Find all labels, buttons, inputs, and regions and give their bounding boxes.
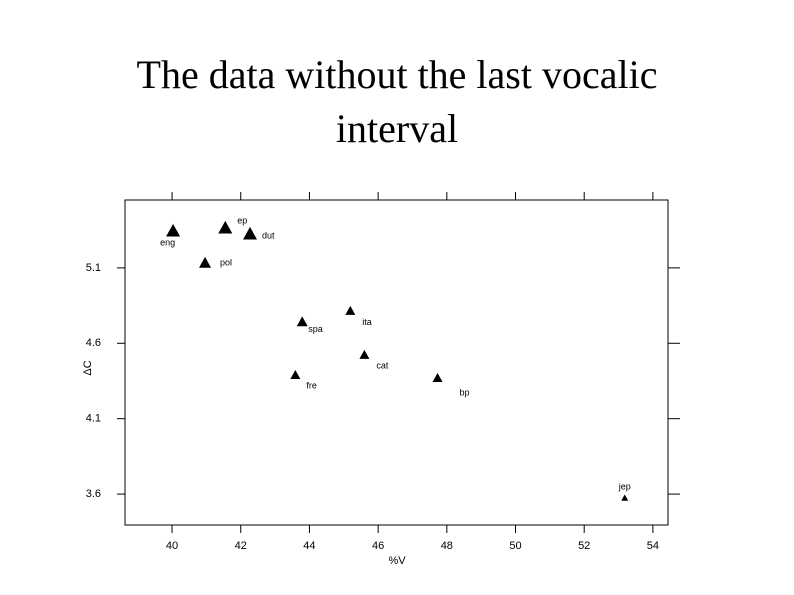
point-label: bp (460, 387, 470, 397)
point (621, 494, 629, 501)
x-tick-label: 48 (441, 540, 453, 552)
x-tick-label: 46 (372, 540, 384, 552)
x-axis-label: %V (388, 555, 406, 567)
x-tick-label: 42 (235, 540, 247, 552)
x-tick-label: 50 (509, 540, 521, 552)
y-axis-label: ΔC (82, 360, 94, 375)
y-tick-label: 5.1 (86, 262, 101, 274)
point (432, 372, 443, 382)
point-label: spa (308, 324, 323, 334)
point-label: dut (262, 230, 275, 240)
y-tick-label: 4.1 (86, 413, 101, 425)
x-tick-label: 52 (578, 540, 590, 552)
point (199, 256, 212, 268)
point-label: fre (306, 380, 317, 390)
x-tick-label: 54 (647, 540, 659, 552)
plot-frame (124, 199, 669, 526)
point-label: ep (237, 215, 247, 225)
point-label: eng (160, 237, 175, 247)
y-tick-label: 4.6 (86, 337, 101, 349)
point (290, 369, 301, 379)
point (166, 223, 181, 237)
point-label: ita (362, 317, 372, 327)
point (345, 305, 356, 315)
point (243, 226, 258, 240)
point-label: pol (220, 257, 232, 267)
point (218, 220, 233, 234)
chart-title: The data without the last vocalic interv… (136, 52, 658, 151)
point (296, 316, 308, 327)
point (359, 349, 370, 359)
y-tick-label: 3.6 (86, 488, 101, 500)
point-label: jep (618, 481, 631, 491)
x-tick-label: 40 (166, 540, 178, 552)
x-tick-label: 44 (303, 540, 315, 552)
point-label: cat (376, 360, 389, 370)
